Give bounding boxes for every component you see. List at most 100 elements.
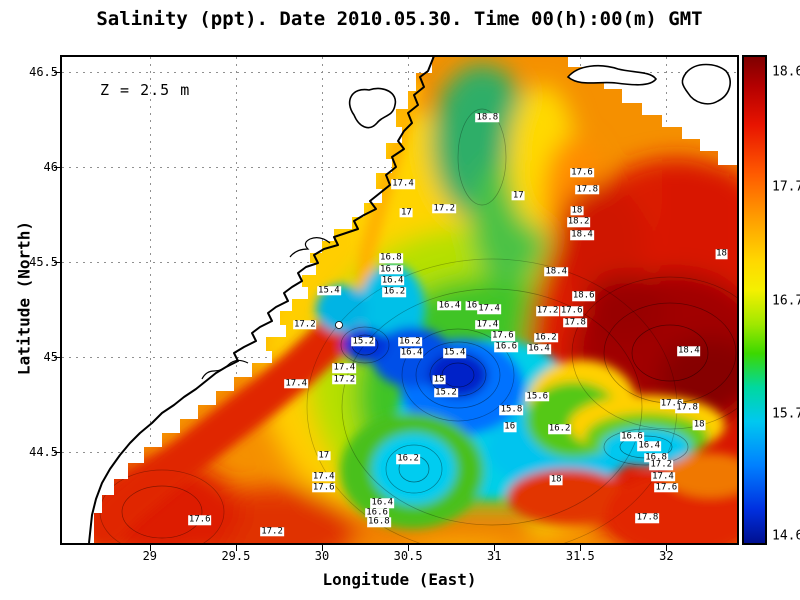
contour-label: 17.4 [651, 470, 675, 482]
colorbar-tick-label: 16.7 [772, 293, 800, 309]
contour-label: 18 [570, 205, 584, 216]
contour-label: 16.4 [370, 497, 395, 508]
y-tick-labels: 46.5 46 45.5 45 44.5 [14, 57, 58, 543]
contour-label: 17.4 [391, 178, 415, 189]
y-tick-mark [54, 356, 60, 358]
contour-label: 16.6 [620, 430, 644, 442]
contour-label: 17.4 [332, 362, 357, 374]
contour-label: 17.6 [570, 167, 594, 178]
x-tick-label: 30.5 [393, 549, 423, 563]
northeast-lake-outline-1 [566, 64, 658, 86]
colorbar-tick-label: 18.6 [772, 64, 800, 80]
contour-label: 16.8 [366, 516, 391, 527]
x-tick-label: 31 [486, 549, 502, 563]
contour-label: 16.4 [527, 343, 551, 355]
contour-label: 16 [465, 299, 479, 311]
contour-label: 17.2 [332, 374, 357, 385]
contour-label: 16 [503, 421, 517, 432]
x-tick-mark [235, 545, 237, 551]
contour-label: 16.2 [534, 332, 558, 343]
contour-label: 15.8 [499, 404, 524, 415]
contour-label: 16.4 [437, 299, 462, 311]
contour-label: 17.6 [659, 398, 684, 410]
y-tick-label: 45.5 [29, 255, 58, 270]
colorbar-tick-label: 17.7 [772, 179, 800, 195]
contour-label: 17.8 [635, 512, 660, 524]
contour-label: 16.4 [399, 347, 424, 358]
contour-label: 16.6 [494, 341, 519, 353]
y-tick-mark [54, 451, 60, 453]
contour-label: 17.2 [260, 525, 284, 537]
contour-label: 18.6 [571, 290, 596, 301]
x-axis-label: Longitude (East) [322, 570, 477, 589]
contour-label: 15.4 [317, 284, 341, 296]
contour-label: 17.2 [535, 305, 560, 317]
contour-label: 18 [549, 474, 563, 486]
contour-label: 17 [511, 189, 525, 201]
contour-label: 18.4 [544, 265, 569, 277]
y-axis-label: Latitude (North) [14, 220, 34, 376]
contour-label: 16.4 [380, 275, 405, 286]
contour-label: 16.2 [396, 453, 420, 465]
contour-label: 17.6 [654, 482, 679, 493]
y-tick-mark [54, 167, 60, 169]
chart-title: Salinity (ppt). Date 2010.05.30. Time 00… [96, 8, 703, 30]
contour-label: 16.8 [644, 451, 668, 463]
colorbar [742, 55, 767, 545]
x-tick-mark [149, 545, 151, 551]
contour-label: 18.4 [676, 345, 701, 356]
contour-label: 17.4 [284, 377, 309, 389]
x-tick-mark [580, 545, 582, 551]
x-tick-mark [322, 545, 323, 551]
contour-label: 16.8 [379, 252, 403, 263]
y-tick-label: 46 [43, 160, 58, 175]
contour-label: 17.2 [292, 318, 317, 330]
plot-area: 18.8 17.6 17.4 17 17.8 17 17.2 18 18.2 18.4 18 16.8… [54, 55, 739, 551]
estuary-squiggle-1 [289, 237, 331, 258]
x-tick-label: 30 [314, 549, 330, 563]
contour-label: 17.8 [563, 317, 587, 328]
contour-label: 15 [432, 374, 446, 385]
colorbar-tick-label: 15.7 [772, 406, 800, 422]
x-tick-mark [494, 545, 496, 551]
contour-label: 16.4 [637, 440, 662, 451]
contour-labels-layer: 18.8 17.6 17.4 17 17.8 17 17.2 18 18.2 18.4 18 16.8… [62, 57, 737, 543]
x-tick-labels: 29 29.5 30 30.5 31 31.5 32 [62, 549, 737, 565]
contour-label: 16.2 [382, 286, 407, 298]
colorbar-tick-labels: 18.6 17.7 16.7 15.7 14.6 [772, 57, 800, 543]
contour-label: 15.2 [434, 387, 458, 398]
contour-label: 17 [317, 449, 331, 461]
contour-label: 17.8 [675, 402, 699, 413]
y-tick-mark [54, 72, 60, 74]
x-tick-label: 29 [142, 549, 158, 563]
depth-annotation: Z = 2.5 m [100, 81, 191, 99]
y-tick-label: 45 [43, 349, 58, 364]
contour-label: 16.6 [365, 506, 389, 518]
y-tick-label: 44.5 [29, 444, 58, 459]
contour-label: 17.6 [490, 330, 515, 341]
y-tick-label: 46.5 [29, 65, 58, 80]
contour-label: 17.6 [311, 482, 336, 493]
contour-label: 15.4 [442, 347, 467, 358]
contour-label: 17.4 [475, 318, 500, 330]
contour-label: 17.2 [649, 459, 674, 470]
contour-label: 18.4 [570, 229, 594, 241]
lake-outline [348, 87, 397, 129]
contour-label: 18.2 [566, 216, 591, 227]
contour-label: 17.8 [575, 184, 600, 195]
x-tick-label: 32 [659, 549, 674, 563]
x-tick-mark [666, 545, 668, 551]
contour-label: 18 [692, 419, 706, 431]
contour-label: 15.2 [351, 336, 376, 347]
contour-label: 15.6 [525, 391, 550, 402]
colorbar-tick-label: 14.6 [772, 528, 800, 544]
contour-label: 16.6 [379, 263, 403, 275]
salinity-field-svg [62, 57, 737, 543]
x-tick-label: 29.5 [221, 549, 251, 563]
northeast-lake-outline-2 [681, 63, 731, 105]
contour-label: 18.8 [475, 112, 500, 123]
coastline-path [88, 57, 435, 543]
contour-label: 17 [399, 206, 413, 218]
x-tick-mark [408, 545, 410, 551]
